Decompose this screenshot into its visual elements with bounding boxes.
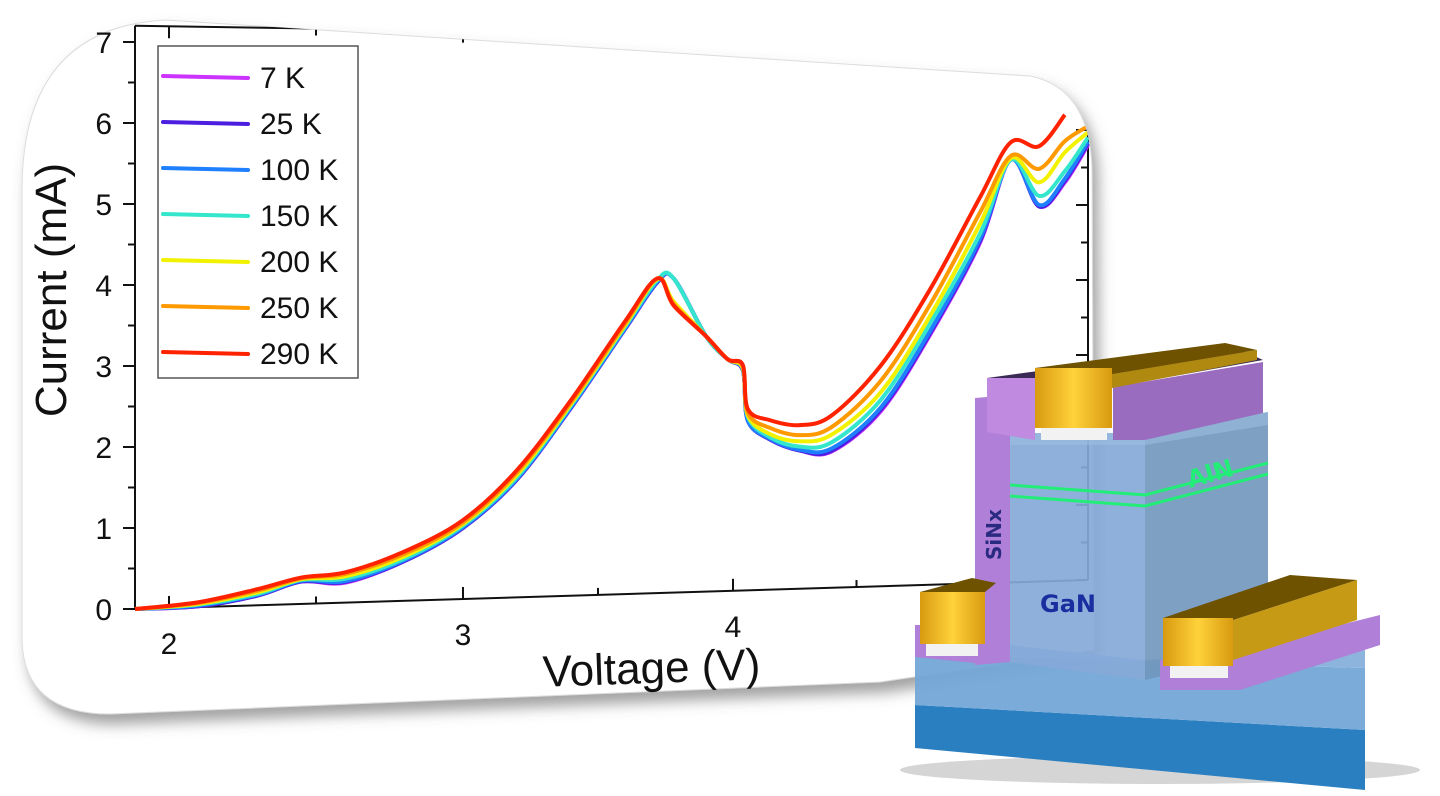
legend-swatch bbox=[161, 350, 250, 356]
y-tick-label: 2 bbox=[95, 432, 112, 465]
legend-label: 250 K bbox=[260, 292, 338, 325]
x-tick-label: 4 bbox=[725, 611, 742, 644]
legend-swatch bbox=[161, 166, 250, 172]
y-axis-title: Current (mA) bbox=[27, 163, 76, 417]
y-tick-label: 5 bbox=[95, 189, 112, 222]
x-axis-title: Voltage (V) bbox=[542, 640, 761, 697]
y-tick-label: 6 bbox=[95, 108, 112, 141]
legend-swatch bbox=[161, 304, 250, 310]
legend: 7 K 25 K 100 K 150 K 200 K 250 K 290 K bbox=[157, 45, 359, 379]
sinx-label: SiNx bbox=[982, 509, 1006, 560]
left-contact bbox=[915, 578, 996, 663]
y-tick-label: 7 bbox=[95, 27, 112, 60]
tick-labels: 0 1 2 3 4 5 6 7 2 3 4 bbox=[95, 27, 741, 661]
legend-label: 7 K bbox=[260, 62, 305, 95]
legend-box bbox=[157, 45, 359, 379]
y-tick-label: 1 bbox=[95, 513, 112, 546]
gan-label: GaN bbox=[1040, 590, 1096, 618]
x-tick-label: 2 bbox=[161, 628, 178, 661]
y-tick-label: 3 bbox=[95, 351, 112, 384]
top-contact bbox=[987, 343, 1263, 440]
series-line-290k bbox=[134, 113, 1067, 611]
x-tick-label: 3 bbox=[455, 619, 472, 652]
y-tick-label: 0 bbox=[95, 594, 112, 627]
legend-label: 150 K bbox=[260, 200, 338, 233]
right-contact bbox=[1160, 575, 1380, 690]
x-axis-bottom bbox=[134, 579, 1089, 610]
series-lines bbox=[134, 113, 1090, 611]
legend-label: 290 K bbox=[260, 338, 338, 371]
legend-swatch bbox=[161, 74, 250, 80]
legend-label: 200 K bbox=[260, 246, 338, 279]
legend-swatch bbox=[161, 258, 250, 264]
legend-swatch bbox=[161, 212, 250, 218]
y-tick-label: 4 bbox=[95, 270, 112, 303]
legend-swatch bbox=[161, 120, 250, 126]
legend-label: 25 K bbox=[260, 108, 322, 141]
legend-label: 100 K bbox=[260, 154, 338, 187]
